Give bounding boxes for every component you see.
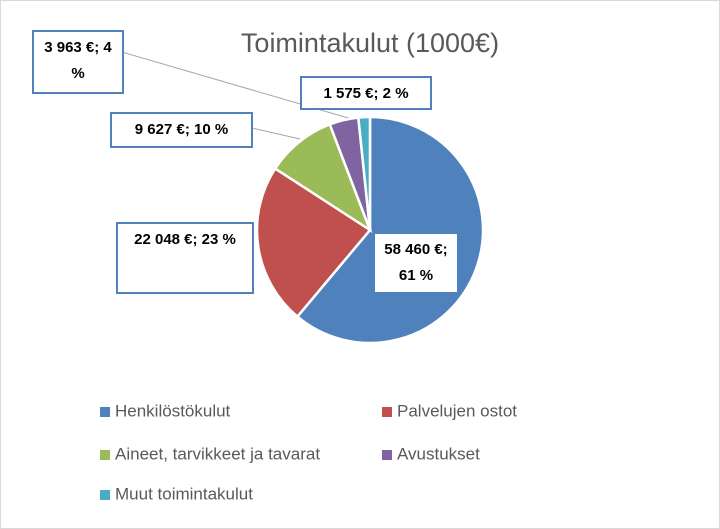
chart-title: Toimintakulut (1000€) bbox=[241, 28, 499, 58]
pie-slice bbox=[356, 115, 372, 231]
data-label: 9 627 €; 10 % bbox=[110, 112, 253, 148]
legend-label: Avustukset bbox=[397, 444, 480, 463]
data-label: 58 460 €; 61 % bbox=[373, 232, 459, 294]
legend-swatch bbox=[100, 407, 110, 417]
legend-label: Aineet, tarvikkeet ja tavarat bbox=[115, 444, 320, 463]
data-label: 1 575 €; 2 % bbox=[300, 76, 432, 110]
data-label: 3 963 €; 4 % bbox=[32, 30, 124, 94]
legend-swatch bbox=[382, 407, 392, 417]
leader-line bbox=[251, 127, 301, 140]
legend-swatch bbox=[100, 490, 110, 500]
pie-slice bbox=[255, 166, 372, 319]
legend-swatch bbox=[100, 450, 110, 460]
pie-slice bbox=[273, 122, 373, 234]
legend-label: Henkilöstökulut bbox=[115, 401, 231, 420]
legend-swatch bbox=[382, 450, 392, 460]
data-label: 22 048 €; 23 % bbox=[116, 222, 254, 294]
legend-label: Palvelujen ostot bbox=[397, 401, 517, 420]
legend-label: Muut toimintakulut bbox=[115, 484, 253, 503]
